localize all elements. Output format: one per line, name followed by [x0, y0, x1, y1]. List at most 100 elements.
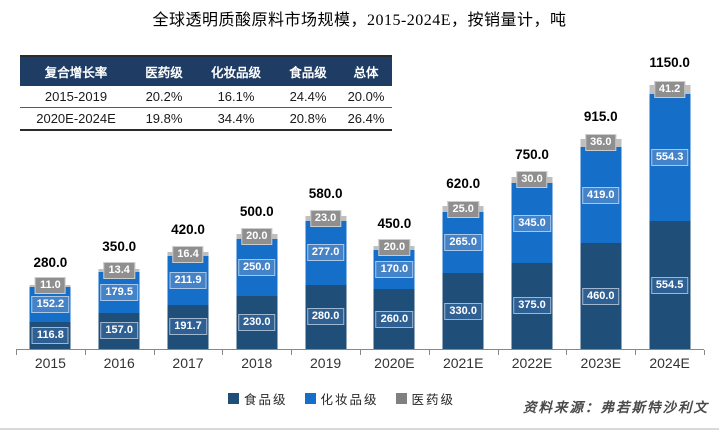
segment-label: 179.5: [100, 283, 138, 301]
x-axis-label: 2023E: [580, 355, 622, 371]
segment-label: 170.0: [375, 261, 414, 279]
legend-item: 化妆品级: [304, 389, 379, 408]
segment-label: 330.0: [444, 302, 482, 320]
segment-label: 345.0: [513, 214, 551, 232]
x-axis-label: 2017: [172, 355, 204, 371]
table-header-cell: 总体: [340, 56, 392, 86]
total-label: 1150.0: [649, 54, 690, 70]
segment-label: 191.7: [169, 318, 207, 336]
segment-label: 116.8: [31, 327, 69, 345]
axis-tick: [704, 350, 705, 355]
legend-label: 食品级: [244, 393, 288, 407]
x-axis-label: 2018: [241, 355, 273, 371]
bar-group: 191.7 211.9 16.4 420.0: [154, 0, 223, 349]
total-label: 500.0: [239, 204, 274, 219]
bar-group: 157.0 179.5 13.4 350.0: [85, 0, 154, 349]
table-row: 2015-2019 20.2% 16.1% 24.4% 20.0%: [20, 86, 392, 108]
table-cell: 2015-2019: [20, 86, 132, 108]
legend-label: 化妆品级: [320, 393, 379, 407]
segment-label: 419.0: [582, 186, 620, 204]
legend-item: 食品级: [228, 389, 288, 408]
bar-group: 460.0 419.0 36.0 915.0: [566, 0, 635, 349]
table-header-cell: 复合增长率: [20, 56, 132, 86]
segment-label: 265.0: [444, 234, 482, 252]
table-cell: 2020E-2024E: [20, 107, 132, 131]
table-header-cell: 化妆品级: [196, 56, 276, 86]
bar-group: 260.0 170.0 20.0 450.0: [360, 0, 429, 349]
table-cell: 20.0%: [340, 86, 392, 108]
total-label: 280.0: [33, 254, 68, 270]
x-axis-label: 2020E: [374, 355, 415, 371]
legend-item: 医药级: [395, 389, 456, 408]
legend-swatch-icon: [304, 393, 316, 404]
bar-group: 330.0 265.0 25.0 620.0: [429, 0, 498, 349]
table-header-cell: 食品级: [276, 56, 340, 86]
segment-label: 152.2: [31, 296, 70, 314]
table-cell: 24.4%: [276, 86, 340, 108]
table-row: 2020E-2024E 19.8% 34.4% 20.8% 26.4%: [20, 107, 392, 131]
axis-tick: [566, 350, 568, 355]
axis-tick: [635, 350, 637, 355]
table-cell: 16.1%: [196, 86, 276, 108]
total-label: 750.0: [515, 146, 549, 162]
total-label: 580.0: [308, 185, 343, 201]
table-cell: 20.8%: [276, 107, 340, 131]
axis-tick: [360, 350, 361, 355]
segment-label: 554.5: [650, 276, 689, 294]
axis-tick: [291, 350, 293, 355]
source-note: 资料来源：弗若斯特沙利文: [523, 400, 709, 415]
segment-label: 554.3: [650, 149, 689, 167]
segment-label: 260.0: [375, 310, 414, 328]
cagr-table-head: 复合增长率 医药级 化妆品级 食品级 总体: [20, 56, 392, 86]
segment-label: 11.0: [34, 277, 66, 295]
page-title: 全球透明质酸原料市场规模，2015-2024E，按销量计，吨: [152, 12, 567, 29]
legend-swatch-icon: [395, 393, 407, 404]
total-label: 915.0: [583, 108, 618, 124]
segment-label: 23.0: [309, 209, 342, 227]
x-axis-label: 2019: [310, 355, 342, 371]
total-label: 420.0: [171, 222, 205, 238]
bar-group: 230.0 250.0 20.0 500.0: [222, 0, 291, 349]
x-axis-label: 2024E: [649, 355, 690, 371]
bar-group: 280.0 277.0 23.0 580.0: [291, 0, 360, 349]
bar-group: 375.0 345.0 30.0 750.0: [498, 0, 567, 349]
segment-label: 13.4: [103, 261, 135, 279]
axis-tick: [84, 350, 86, 355]
segment-label: 157.0: [100, 322, 138, 340]
segment-label: 36.0: [585, 134, 617, 152]
segment-label: 211.9: [169, 272, 207, 290]
legend-swatch-icon: [228, 393, 239, 404]
table-cell: 20.2%: [132, 86, 196, 108]
segment-label: 250.0: [238, 258, 276, 276]
segment-label: 280.0: [306, 308, 345, 326]
segment-label: 20.0: [241, 227, 273, 245]
segment-label: 25.0: [447, 200, 479, 218]
axis-tick: [497, 350, 499, 355]
cagr-table-body: 2015-2019 20.2% 16.1% 24.4% 20.0% 2020E-2024E…: [20, 86, 392, 131]
segment-label: 375.0: [513, 297, 551, 315]
segment-label: 277.0: [306, 244, 345, 262]
cagr-table: 复合增长率 医药级 化妆品级 食品级 总体 2015-2019 20.2% 16.1% 24.…: [20, 55, 392, 131]
table-header-cell: 医药级: [132, 56, 196, 86]
segment-label: 16.4: [172, 245, 204, 263]
total-label: 450.0: [377, 215, 412, 231]
chart-legend: 食品级 化妆品级 医药级: [228, 389, 455, 408]
segment-label: 20.0: [378, 239, 411, 257]
x-axis-label: 2015: [34, 355, 66, 371]
x-axis-label: 2022E: [511, 355, 553, 371]
stacked-bar-chart: 116.8 152.2 11.0 280.0 157.0 179.5 13.4 350.0 19…: [16, 0, 705, 355]
axis-tick: [222, 350, 224, 355]
legend-label: 医药级: [411, 393, 456, 407]
x-axis-label: 2016: [103, 355, 135, 371]
bar-group: 116.8 152.2 11.0 280.0: [16, 0, 85, 349]
axis-tick: [153, 350, 155, 355]
axis-tick: [16, 350, 17, 355]
segment-label: 460.0: [582, 287, 620, 305]
segment-label: 30.0: [516, 171, 548, 189]
x-axis-label: 2021E: [442, 355, 484, 371]
total-label: 620.0: [446, 176, 481, 192]
table-cell: 34.4%: [196, 107, 276, 131]
segment-label: 230.0: [238, 314, 276, 332]
bar-group: 554.5 554.3 41.2 1150.0: [635, 0, 704, 349]
